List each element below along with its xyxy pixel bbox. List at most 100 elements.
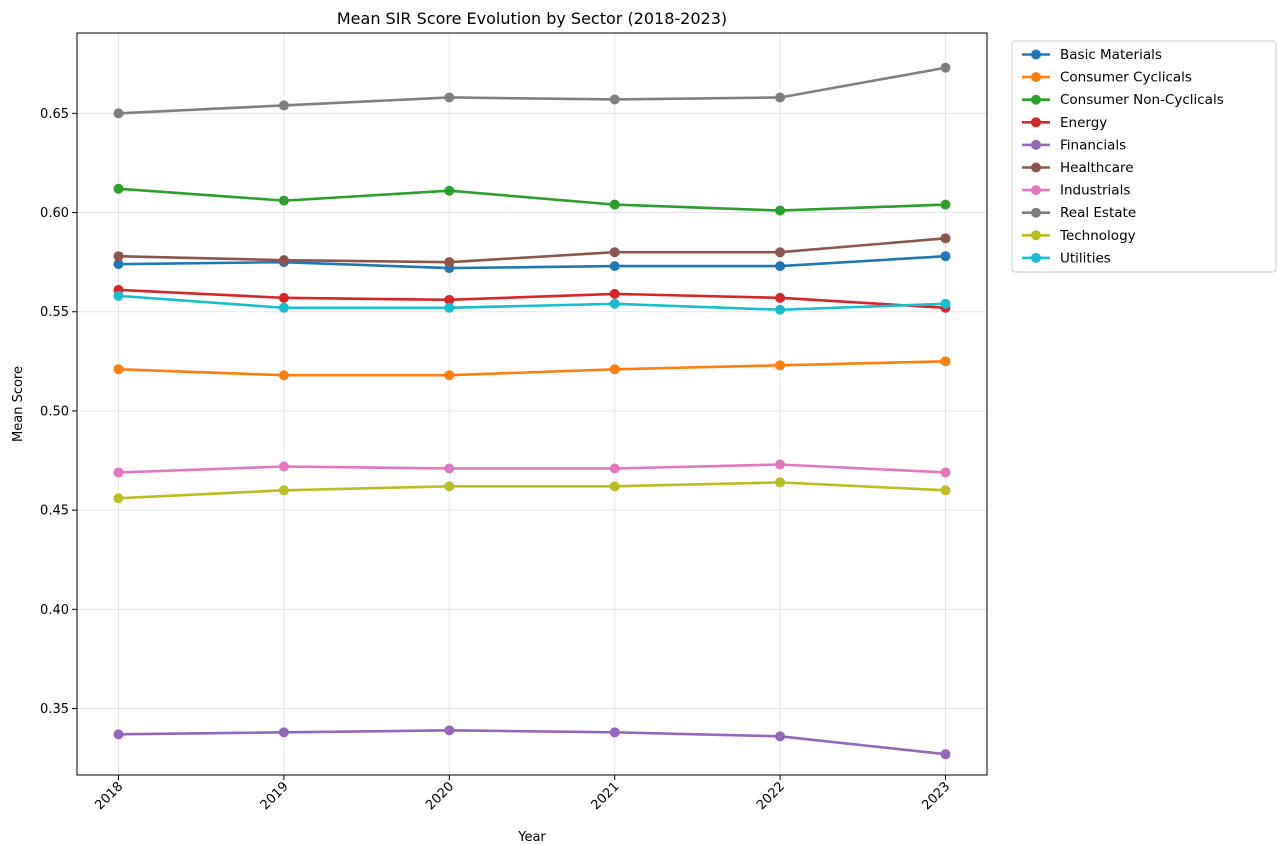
data-point-technology bbox=[775, 477, 786, 488]
data-point-energy bbox=[775, 292, 786, 303]
data-point-healthcare bbox=[278, 255, 289, 266]
legend-swatch-marker bbox=[1031, 49, 1041, 60]
series-line-consumer-non-cyclicals bbox=[117, 187, 947, 212]
legend-label: Real Estate bbox=[1060, 205, 1136, 221]
series-line-energy bbox=[117, 288, 947, 310]
y-tick-label: 0.45 bbox=[40, 504, 69, 519]
data-point-real-estate bbox=[775, 92, 786, 103]
data-point-basic-materials bbox=[775, 261, 786, 272]
data-point-technology bbox=[940, 485, 951, 496]
y-axis-label: Mean Score bbox=[11, 366, 26, 442]
data-point-industrials bbox=[113, 467, 124, 478]
legend-label: Consumer Non-Cyclicals bbox=[1060, 92, 1224, 108]
data-point-financials bbox=[278, 727, 289, 738]
chart-title: Mean SIR Score Evolution by Sector (2018… bbox=[337, 9, 727, 28]
legend-label: Basic Materials bbox=[1060, 47, 1162, 63]
data-point-consumer-cyclicals bbox=[940, 356, 951, 367]
series-real-estate bbox=[113, 62, 951, 119]
legend-item-industrials: Industrials bbox=[1022, 183, 1130, 199]
data-point-real-estate bbox=[609, 94, 620, 105]
legend-swatch-marker bbox=[1031, 207, 1041, 218]
data-point-technology bbox=[444, 481, 455, 492]
legend: Basic Materials Consumer Cyclicals Consume… bbox=[1011, 40, 1277, 273]
data-point-industrials bbox=[940, 467, 951, 478]
legend-label: Utilities bbox=[1060, 250, 1111, 266]
data-point-utilities bbox=[113, 290, 124, 301]
data-point-consumer-non-cyclicals bbox=[775, 205, 786, 216]
legend-item-energy: Energy bbox=[1022, 115, 1107, 131]
legend-swatch-marker bbox=[1031, 94, 1041, 105]
series-line-technology bbox=[117, 481, 947, 500]
series-layer bbox=[113, 62, 951, 760]
legend-label: Energy bbox=[1060, 115, 1107, 131]
legend-label: Technology bbox=[1059, 228, 1136, 244]
legend-item-technology: Technology bbox=[1022, 228, 1136, 244]
legend-label: Financials bbox=[1060, 137, 1126, 153]
legend-swatch-marker bbox=[1031, 117, 1041, 128]
data-point-industrials bbox=[775, 459, 786, 470]
data-point-basic-materials bbox=[940, 251, 951, 262]
y-tick-label: 0.55 bbox=[40, 305, 69, 320]
data-point-energy bbox=[278, 292, 289, 303]
data-point-energy bbox=[444, 294, 455, 305]
data-point-financials bbox=[940, 749, 951, 760]
data-point-technology bbox=[113, 493, 124, 504]
data-point-consumer-non-cyclicals bbox=[113, 183, 124, 194]
data-point-consumer-non-cyclicals bbox=[444, 185, 455, 196]
series-line-financials bbox=[117, 729, 947, 756]
series-consumer-non-cyclicals bbox=[113, 183, 951, 216]
data-point-real-estate bbox=[113, 108, 124, 119]
legend-item-utilities: Utilities bbox=[1022, 250, 1111, 266]
legend-label: Consumer Cyclicals bbox=[1060, 70, 1192, 86]
data-point-utilities bbox=[444, 302, 455, 313]
y-tick-label: 0.50 bbox=[40, 404, 69, 419]
y-tick-label: 0.40 bbox=[40, 603, 69, 618]
y-tick-label: 0.65 bbox=[40, 107, 69, 122]
series-utilities bbox=[113, 290, 951, 315]
legend-swatch-marker bbox=[1031, 185, 1041, 196]
series-financials bbox=[113, 725, 951, 760]
legend-item-financials: Financials bbox=[1022, 137, 1126, 153]
data-point-financials bbox=[775, 731, 786, 742]
series-line-healthcare bbox=[117, 237, 947, 264]
data-point-healthcare bbox=[775, 247, 786, 258]
y-tick-label: 0.35 bbox=[40, 702, 69, 717]
legend-label: Industrials bbox=[1060, 183, 1130, 199]
data-point-real-estate bbox=[278, 100, 289, 111]
plot-area-frame bbox=[76, 32, 988, 776]
y-tick-label: 0.60 bbox=[40, 206, 69, 221]
legend-swatch-marker bbox=[1031, 72, 1041, 83]
data-point-real-estate bbox=[444, 92, 455, 103]
legend-swatch-marker bbox=[1031, 230, 1041, 241]
data-point-healthcare bbox=[609, 247, 620, 258]
series-line-utilities bbox=[117, 294, 947, 312]
legend-swatch-marker bbox=[1031, 162, 1041, 173]
data-point-consumer-non-cyclicals bbox=[940, 199, 951, 210]
legend-item-basic-materials: Basic Materials bbox=[1022, 47, 1162, 63]
grid-lines bbox=[77, 33, 987, 775]
data-point-healthcare bbox=[113, 251, 124, 262]
data-point-utilities bbox=[278, 302, 289, 313]
data-point-consumer-non-cyclicals bbox=[609, 199, 620, 210]
data-point-technology bbox=[278, 485, 289, 496]
series-line-real-estate bbox=[117, 66, 947, 115]
legend-box bbox=[1011, 40, 1277, 273]
data-point-industrials bbox=[278, 461, 289, 472]
data-point-financials bbox=[444, 725, 455, 736]
legend-item-healthcare: Healthcare bbox=[1022, 160, 1134, 176]
legend-swatch-marker bbox=[1031, 139, 1041, 150]
data-point-utilities bbox=[609, 298, 620, 309]
data-point-industrials bbox=[444, 463, 455, 474]
series-technology bbox=[113, 477, 951, 504]
data-point-utilities bbox=[940, 298, 951, 309]
data-point-industrials bbox=[609, 463, 620, 474]
data-point-real-estate bbox=[940, 62, 951, 73]
data-point-financials bbox=[113, 729, 124, 740]
y-axis: 0.35 0.40 0.45 0.50 0.55 0.60 0.65 bbox=[40, 107, 77, 717]
data-point-consumer-cyclicals bbox=[775, 360, 786, 371]
series-healthcare bbox=[113, 233, 951, 268]
series-line-industrials bbox=[117, 463, 947, 474]
legend-label: Healthcare bbox=[1060, 160, 1134, 176]
data-point-energy bbox=[609, 288, 620, 299]
